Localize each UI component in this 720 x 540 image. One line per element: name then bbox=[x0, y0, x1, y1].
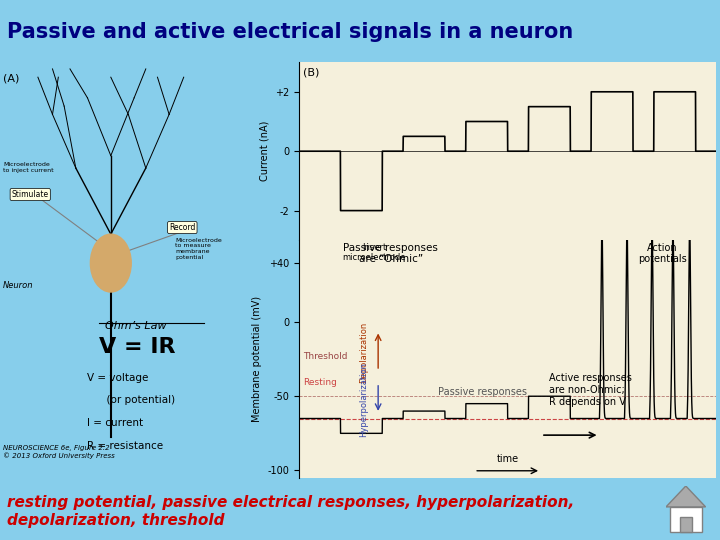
Text: Passive responses: Passive responses bbox=[438, 387, 527, 397]
Text: Insert
microelectrode: Insert microelectrode bbox=[342, 242, 405, 262]
Text: time: time bbox=[497, 454, 518, 464]
Text: (A): (A) bbox=[3, 73, 19, 83]
Text: Hyperpolarization: Hyperpolarization bbox=[359, 362, 368, 437]
Text: Record: Record bbox=[169, 223, 196, 232]
Text: Depolarization: Depolarization bbox=[359, 321, 368, 383]
Text: Neuron: Neuron bbox=[3, 281, 33, 290]
Text: V = voltage: V = voltage bbox=[88, 373, 149, 382]
Text: Threshold: Threshold bbox=[303, 352, 348, 361]
Text: Microelectrode
to inject current: Microelectrode to inject current bbox=[3, 163, 53, 173]
Text: Active responses
are non-Ohmic;
R depends on V: Active responses are non-Ohmic; R depend… bbox=[549, 373, 632, 407]
Text: (or potential): (or potential) bbox=[88, 395, 176, 406]
Text: (B): (B) bbox=[303, 68, 320, 77]
Text: I = current: I = current bbox=[88, 418, 143, 428]
Y-axis label: Current (nA): Current (nA) bbox=[259, 121, 269, 181]
Circle shape bbox=[91, 234, 131, 292]
Text: V = IR: V = IR bbox=[99, 338, 176, 357]
Bar bbox=[680, 517, 692, 532]
Text: Microelectrode
to measure
membrane
potential: Microelectrode to measure membrane poten… bbox=[175, 238, 222, 260]
Y-axis label: Membrane potential (mV): Membrane potential (mV) bbox=[252, 296, 261, 422]
Text: Passive responses
are “Ohmic”: Passive responses are “Ohmic” bbox=[343, 242, 438, 264]
Text: R = resistance: R = resistance bbox=[88, 441, 163, 451]
Text: Ohm’s Law: Ohm’s Law bbox=[105, 321, 166, 331]
Text: Passive and active electrical signals in a neuron: Passive and active electrical signals in… bbox=[7, 22, 573, 43]
Polygon shape bbox=[666, 486, 706, 507]
Text: Action
potentials: Action potentials bbox=[638, 242, 686, 264]
Bar bbox=[670, 507, 702, 532]
Text: Stimulate: Stimulate bbox=[12, 190, 49, 199]
Text: resting potential, passive electrical responses, hyperpolarization,
depolarizati: resting potential, passive electrical re… bbox=[7, 495, 575, 528]
Text: NEUROSCIENCE 6e, Figure 2.2
© 2013 Oxford University Press: NEUROSCIENCE 6e, Figure 2.2 © 2013 Oxfor… bbox=[3, 445, 114, 458]
Text: Resting: Resting bbox=[303, 379, 337, 387]
